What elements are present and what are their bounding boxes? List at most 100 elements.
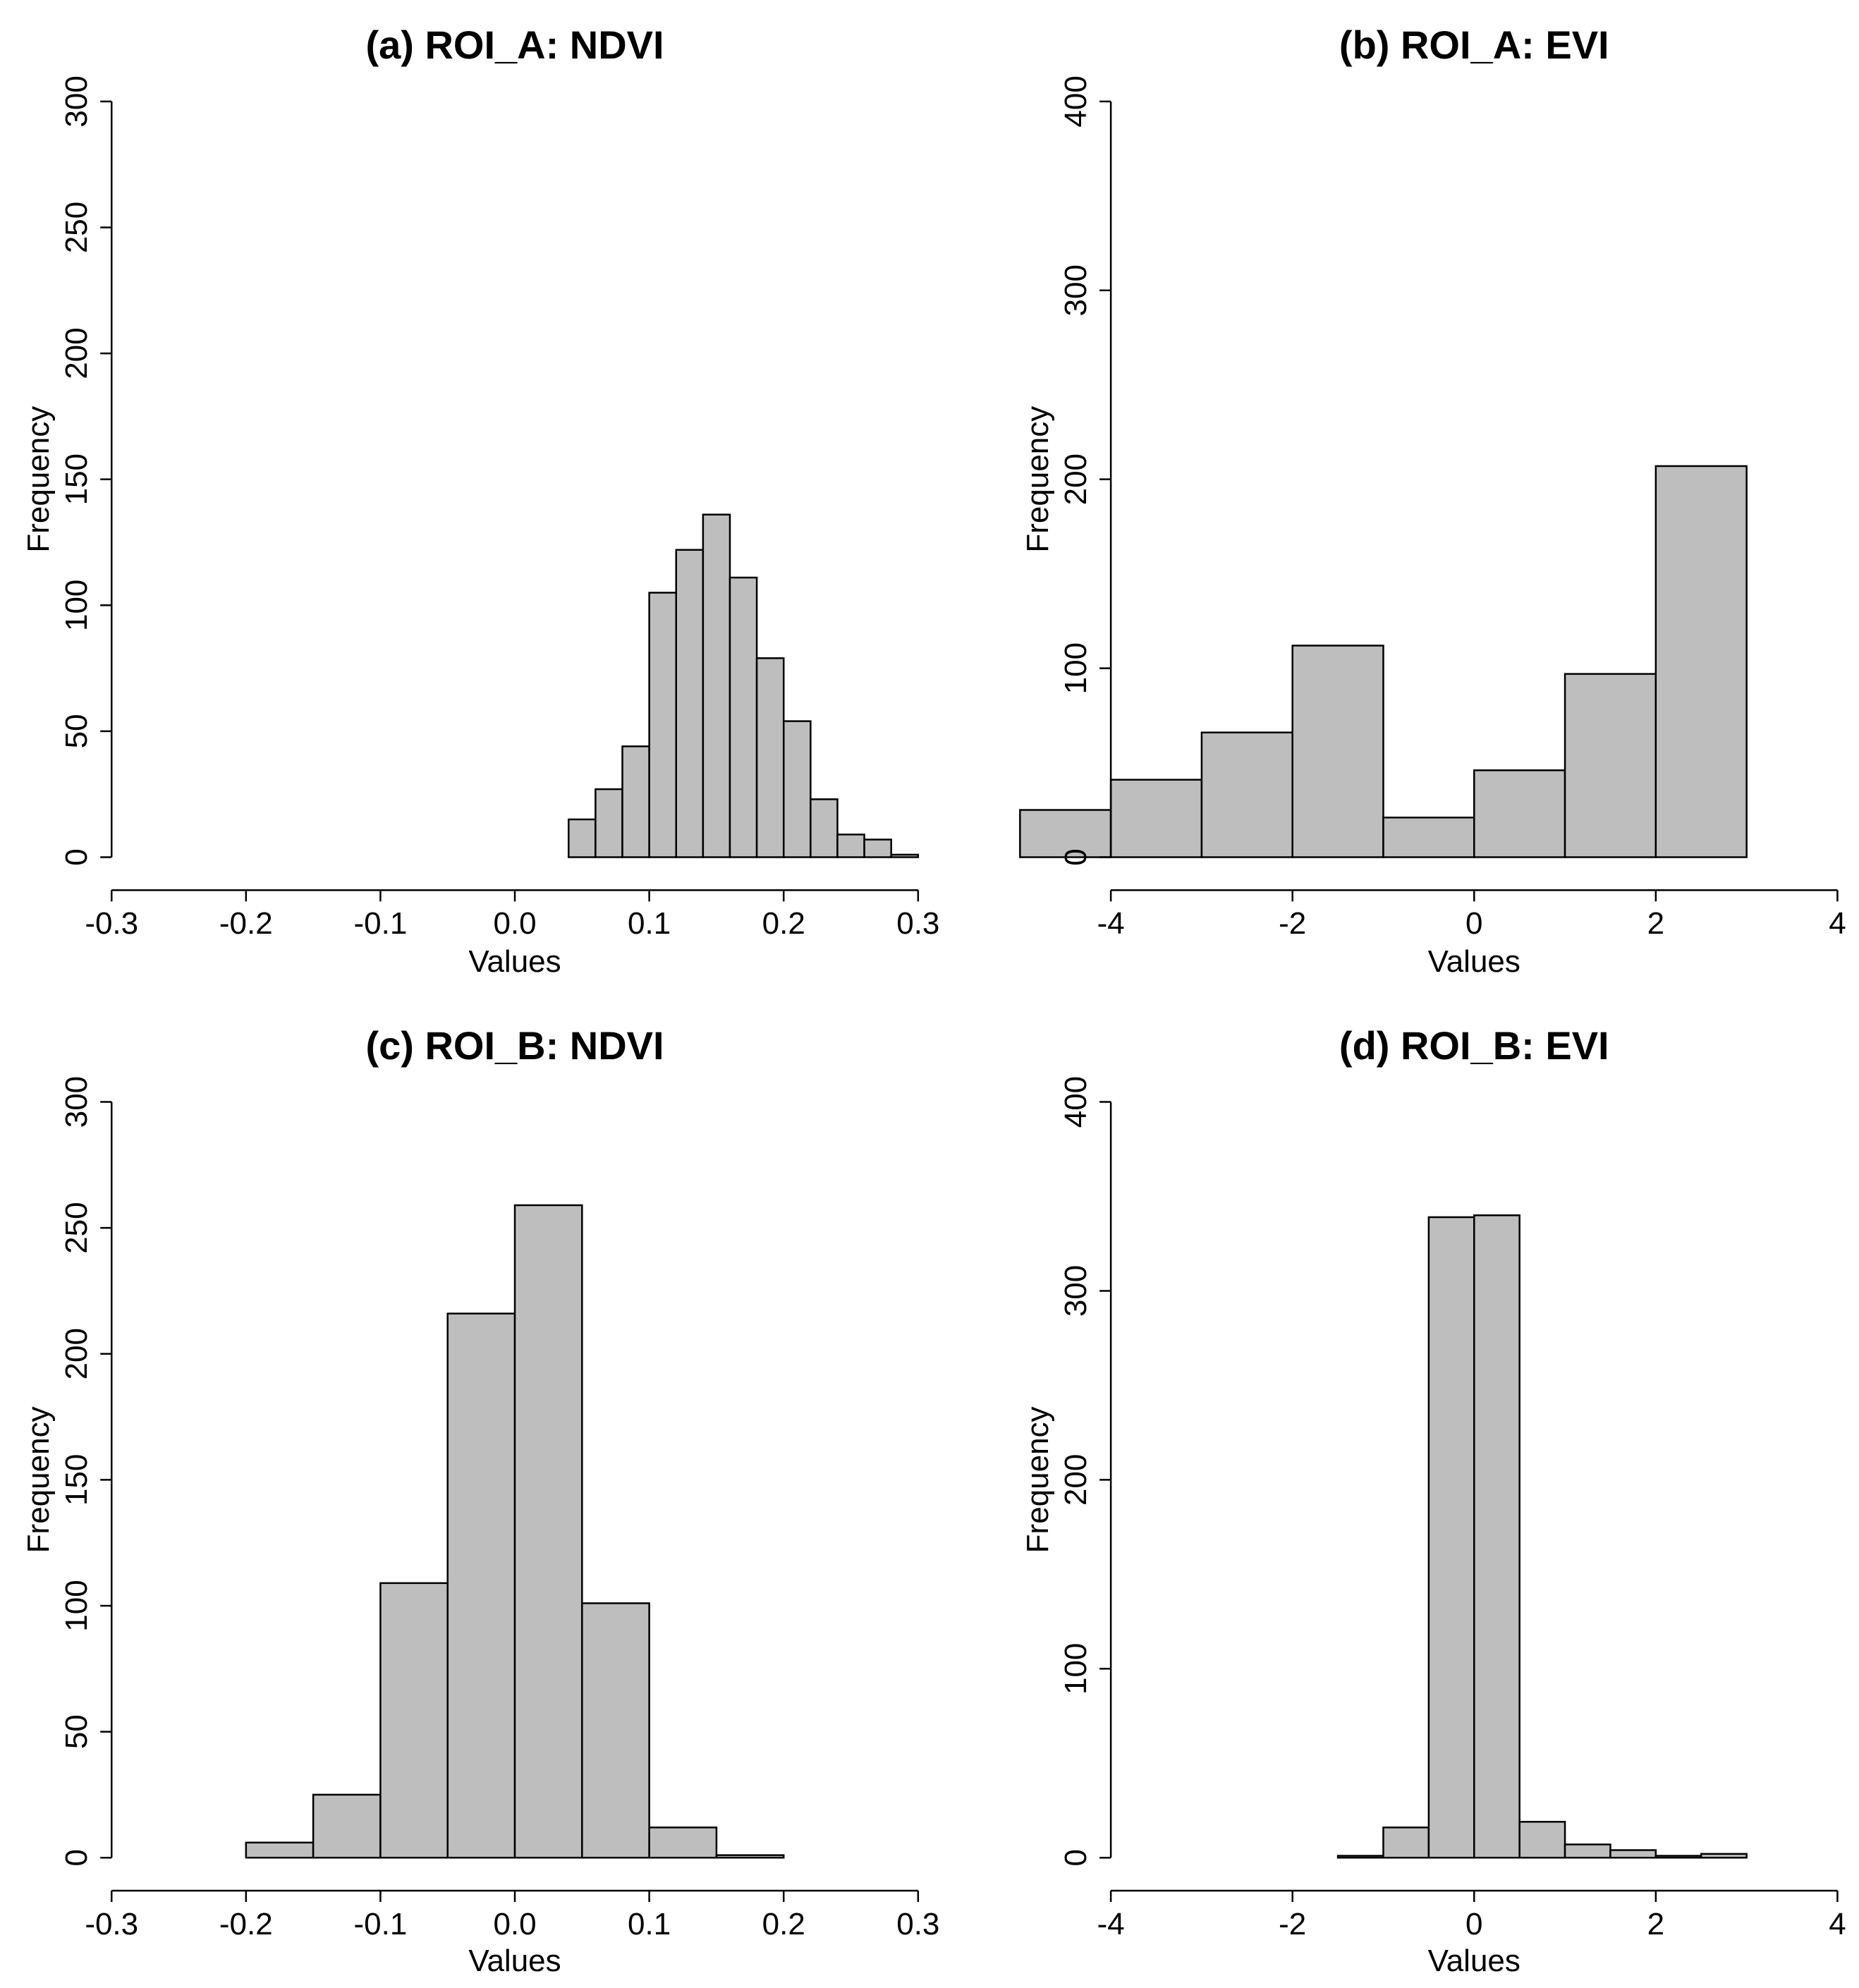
histogram-bar: [595, 788, 623, 858]
y-tick-label: 0: [59, 1849, 94, 1866]
histogram-bar: [1109, 779, 1203, 858]
y-axis-label: Frequency: [1020, 1406, 1055, 1553]
x-tick-label: 0: [1465, 906, 1482, 941]
histogram-bar: [568, 818, 597, 858]
histogram-bar: [1427, 1216, 1475, 1859]
panel-title: (d) ROI_B: EVI: [1339, 1023, 1609, 1068]
x-tick-label: 2: [1647, 1907, 1664, 1941]
x-tick-label: 0.2: [762, 1907, 805, 1941]
histogram-bar: [715, 1854, 785, 1859]
histogram-bar: [1336, 1855, 1384, 1859]
histogram-bar: [1564, 673, 1657, 858]
y-tick-label: 200: [59, 327, 94, 379]
histogram-bar: [379, 1582, 449, 1859]
y-tick-label: 150: [59, 453, 94, 505]
histogram-bar: [890, 853, 920, 858]
x-tick-label: -0.3: [85, 1907, 138, 1941]
histogram-bar: [1654, 1855, 1702, 1859]
x-tick-label: -0.1: [354, 906, 408, 941]
histogram-bar: [581, 1602, 650, 1859]
y-tick-label: 400: [1059, 1076, 1093, 1128]
y-axis: 0 100 200 300 400: [1059, 75, 1112, 866]
histogram-bars: [1019, 465, 1748, 858]
x-tick-label: 0.1: [628, 906, 671, 941]
histogram-bar: [446, 1312, 516, 1859]
y-tick-label: 100: [59, 580, 94, 631]
y-tick-label: 0: [59, 848, 94, 865]
histogram-bar: [1609, 1849, 1657, 1859]
y-tick-label: 300: [59, 75, 94, 127]
y-tick-label: 50: [59, 1714, 94, 1749]
histogram-bars: [1336, 1214, 1748, 1859]
histogram-bar: [1564, 1843, 1611, 1859]
y-axis: 0 50 100 150 200 250 300: [59, 75, 113, 866]
histogram-panel-a: (a) ROI_A: NDVI 0 50 100 150 200 250 300 Frequen…: [21, 23, 939, 979]
x-tick-label: -0.3: [85, 906, 138, 941]
histogram-bar: [1473, 769, 1566, 858]
histogram-bar: [1382, 1827, 1430, 1859]
histogram-bar: [621, 745, 650, 858]
histogram-bar: [729, 576, 758, 858]
histogram-bar: [1700, 1853, 1748, 1859]
y-tick-label: 400: [1059, 75, 1093, 127]
x-tick-label: 0: [1465, 1907, 1482, 1941]
x-tick-label: 4: [1829, 1907, 1846, 1941]
histogram-panel-c: (c) ROI_B: NDVI 0 50 100 150 200 250 300 Frequen…: [21, 1023, 939, 1978]
x-tick-label: -4: [1097, 1907, 1125, 1941]
y-tick-label: 0: [1059, 1849, 1093, 1866]
histogram-bar: [1473, 1214, 1520, 1859]
histogram-bar: [648, 592, 677, 858]
y-axis: 0 100 200 300 400: [1059, 1076, 1112, 1866]
x-tick-label: 0.0: [493, 906, 536, 941]
y-tick-label: 300: [1059, 264, 1093, 316]
y-axis: 0 50 100 150 200 250 300: [59, 1076, 113, 1866]
histogram-bar: [1291, 645, 1384, 858]
histogram-bar: [863, 839, 892, 858]
y-tick-label: 150: [59, 1454, 94, 1506]
histogram-bar: [1200, 731, 1293, 858]
histogram-bar: [1382, 816, 1475, 858]
y-tick-label: 200: [1059, 1454, 1093, 1506]
y-tick-label: 50: [59, 714, 94, 748]
panel-title: (b) ROI_A: EVI: [1339, 23, 1609, 67]
x-tick-label: 2: [1647, 906, 1664, 941]
x-tick-label: 0.3: [896, 1907, 939, 1941]
histogram-bar: [836, 834, 865, 858]
y-tick-label: 100: [1059, 1643, 1093, 1695]
y-tick-label: 300: [1059, 1265, 1093, 1317]
y-axis-label: Frequency: [21, 1406, 56, 1553]
histogram-bar: [513, 1204, 583, 1859]
histogram-bar: [1518, 1821, 1566, 1859]
y-tick-label: 0: [1059, 848, 1093, 865]
x-axis-label: Values: [468, 1944, 561, 1978]
y-tick-label: 100: [59, 1580, 94, 1631]
panel-title: (c) ROI_B: NDVI: [365, 1023, 664, 1068]
y-tick-label: 250: [59, 202, 94, 253]
histogram-panel-b: (b) ROI_A: EVI 0 100 200 300 400 Frequency -4 -2…: [1019, 23, 1846, 979]
histogram-bar: [810, 798, 839, 858]
x-axis-label: Values: [1428, 1944, 1520, 1978]
x-axis: -0.3 -0.2 -0.1 0.0 0.1 0.2 0.3: [85, 889, 939, 941]
histogram-bar: [245, 1841, 315, 1859]
x-tick-label: 0.0: [493, 1907, 536, 1941]
histogram-bar: [782, 720, 812, 858]
histogram-bars: [568, 513, 920, 858]
histogram-bar: [312, 1793, 382, 1859]
histogram-panel-d: (d) ROI_B: EVI 0 100 200 300 400 Frequency -4 -2…: [1020, 1023, 1846, 1978]
y-axis-label: Frequency: [21, 406, 56, 553]
histogram-bars: [245, 1204, 785, 1859]
x-tick-label: 0.1: [628, 1907, 671, 1941]
x-tick-label: 4: [1829, 906, 1846, 941]
y-axis-label: Frequency: [1020, 406, 1055, 553]
x-tick-label: 0.2: [762, 906, 805, 941]
y-tick-label: 200: [1059, 453, 1093, 505]
x-axis-label: Values: [1428, 944, 1520, 979]
x-tick-label: -0.1: [354, 1907, 408, 1941]
histogram-bar: [648, 1827, 718, 1859]
x-axis-label: Values: [468, 944, 561, 979]
x-tick-label: -0.2: [219, 906, 273, 941]
y-tick-label: 300: [59, 1076, 94, 1128]
x-axis: -4 -2 0 2 4: [1097, 889, 1846, 941]
x-axis: -0.3 -0.2 -0.1 0.0 0.1 0.2 0.3: [85, 1889, 939, 1941]
